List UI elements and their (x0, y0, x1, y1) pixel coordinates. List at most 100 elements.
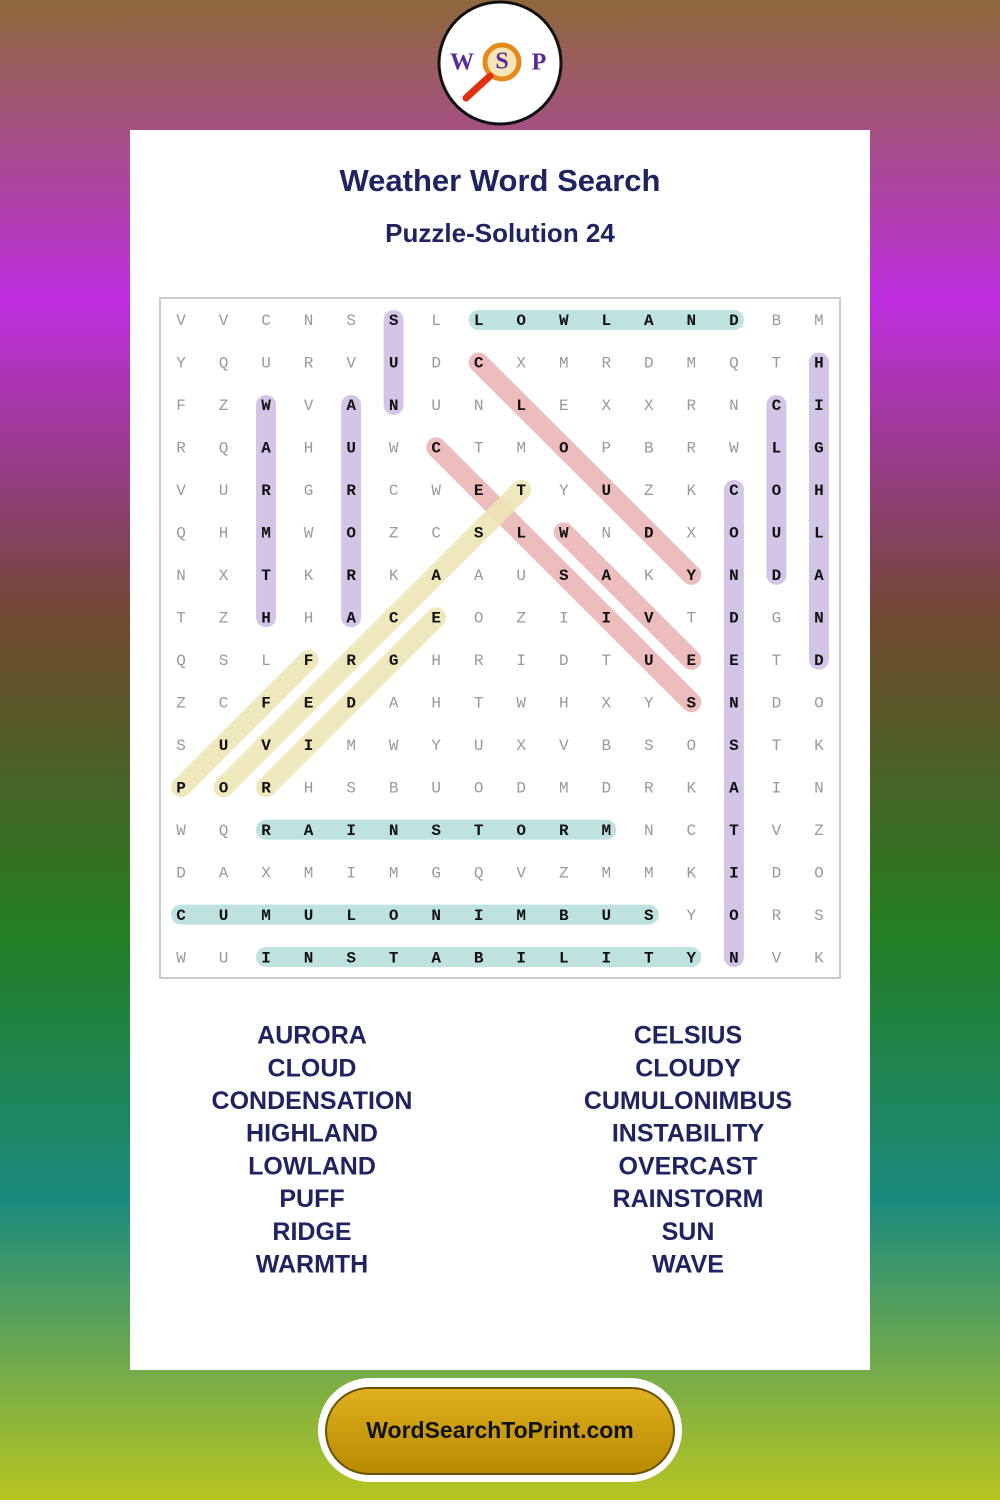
grid-letter: D (772, 694, 782, 712)
word: OVERCAST (619, 1152, 758, 1180)
grid-letter: H (219, 525, 229, 543)
grid-letter: K (687, 779, 697, 797)
grid-letter: S (559, 567, 569, 585)
logo-letter: P (532, 50, 547, 76)
grid-letter: A (261, 440, 271, 458)
grid-letter: F (261, 694, 271, 712)
grid-letter: N (304, 949, 314, 967)
grid-letter: S (644, 737, 654, 755)
grid-letter: L (559, 949, 569, 967)
word-list: AURORA CLOUD CONDENSATION HIGHLAND LOWLAND PU… (212, 1022, 793, 1279)
grid-letter: Q (176, 525, 186, 543)
grid-letter: Y (687, 907, 697, 925)
grid-letter: S (729, 737, 739, 755)
grid-frame (159, 297, 841, 979)
grid-letter: O (516, 822, 526, 840)
grid-letter: Z (644, 482, 654, 500)
grid-letter: M (601, 864, 611, 882)
grid-letter: D (814, 652, 824, 670)
grid-letter: Z (219, 397, 229, 415)
footer-button[interactable] (325, 1387, 675, 1475)
grid-letter: L (431, 312, 441, 330)
grid-letter: D (176, 864, 186, 882)
grid-letter: O (729, 525, 739, 543)
grid-letter: N (687, 312, 697, 330)
grid-letter: H (814, 482, 824, 500)
grid-letter: V (261, 737, 271, 755)
grid-letter: G (814, 440, 824, 458)
grid-letter: H (559, 694, 569, 712)
grid-letter: B (772, 312, 782, 330)
grid-letter: E (687, 652, 697, 670)
grid-letter: C (431, 525, 441, 543)
grid-letter: M (814, 312, 824, 330)
grid-letter: A (304, 822, 314, 840)
grid-letter: K (814, 949, 824, 967)
grid-letter: Q (474, 864, 484, 882)
grid-letter: U (516, 567, 526, 585)
grid-letter: C (729, 482, 739, 500)
grid-letter: T (474, 440, 484, 458)
word: PUFF (279, 1185, 344, 1213)
grid-letter: Q (219, 822, 229, 840)
grid-letter: I (601, 610, 611, 628)
grid-letter: G (304, 482, 314, 500)
grid-letter: B (474, 949, 484, 967)
grid-letter: E (559, 397, 569, 415)
grid-letter: C (261, 312, 271, 330)
grid-letter: R (687, 440, 697, 458)
grid-letter: I (304, 737, 314, 755)
grid-letter: R (474, 652, 484, 670)
grid-letter: K (304, 567, 314, 585)
grid-letter: Q (219, 440, 229, 458)
grid-letter: N (389, 397, 399, 415)
grid-letter: T (516, 482, 526, 500)
grid-letter: X (601, 694, 611, 712)
logo-letter: S (495, 49, 508, 75)
grid-letter: Y (559, 482, 569, 500)
grid-letter: Y (687, 567, 697, 585)
grid-letter: H (304, 610, 314, 628)
grid-letter: U (474, 737, 484, 755)
grid-letter: R (304, 355, 314, 373)
letters: V V C N S S L L O W L A N D B M Y Q U R V U D C X M R D M Q T H F Z W V A N U N… (176, 312, 824, 967)
grid-letter: V (772, 949, 782, 967)
grid-letter: L (474, 312, 484, 330)
grid-letter: O (772, 482, 782, 500)
grid-letter: V (176, 482, 186, 500)
grid-letter: Z (219, 610, 229, 628)
word: LOWLAND (248, 1152, 376, 1180)
grid-letter: W (559, 525, 569, 543)
grid-letter: U (346, 440, 356, 458)
grid-letter: A (389, 694, 399, 712)
grid-letter: O (346, 525, 356, 543)
grid-letter: R (261, 482, 271, 500)
highlight (171, 649, 319, 798)
grid-letter: T (772, 355, 782, 373)
grid-letter: P (176, 779, 186, 797)
grid-letter: L (261, 652, 271, 670)
grid-letter: D (644, 355, 654, 373)
grid-letter: I (601, 949, 611, 967)
grid-letter: R (644, 779, 654, 797)
grid-letter: X (261, 864, 271, 882)
grid-letter: N (601, 525, 611, 543)
grid-letter: H (431, 652, 441, 670)
grid-letter: A (346, 397, 356, 415)
grid-letter: D (601, 779, 611, 797)
grid-letter: X (687, 525, 697, 543)
grid-letter: N (644, 822, 654, 840)
grid-letter: U (219, 907, 229, 925)
grid-letter: U (219, 737, 229, 755)
grid-letter: E (304, 694, 314, 712)
word: RAINSTORM (613, 1185, 764, 1213)
grid-letter: Y (176, 355, 186, 373)
grid-letter: S (474, 525, 484, 543)
grid-letter: R (261, 822, 271, 840)
grid-letter: G (431, 864, 441, 882)
highlight (213, 479, 532, 798)
grid-letter: T (687, 610, 697, 628)
grid-letter: O (516, 312, 526, 330)
grid-letter: D (644, 525, 654, 543)
word: INSTABILITY (612, 1120, 765, 1148)
